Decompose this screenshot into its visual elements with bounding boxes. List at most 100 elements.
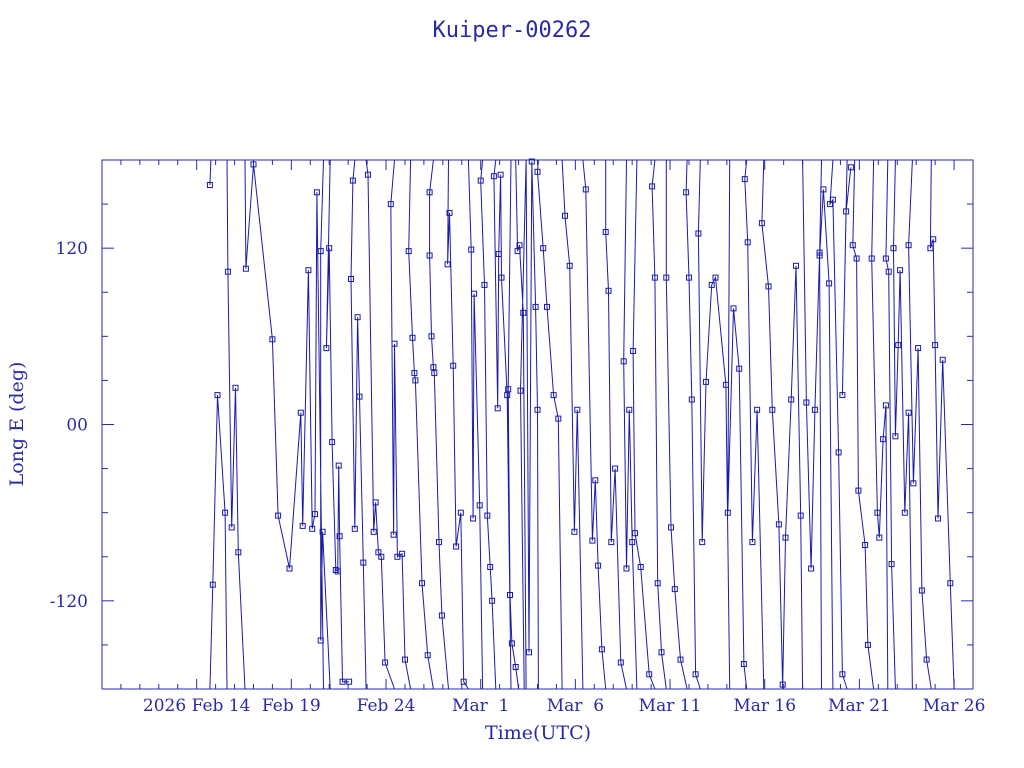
data-point — [409, 334, 416, 341]
data-point — [275, 512, 282, 519]
data-point — [629, 539, 636, 546]
data-point — [507, 592, 513, 598]
data-point — [811, 406, 818, 413]
data-point — [365, 171, 371, 178]
data-point — [494, 405, 501, 412]
data-point — [749, 539, 756, 546]
data-point — [654, 580, 661, 587]
data-point — [892, 433, 899, 440]
data-point — [323, 345, 330, 352]
data-point — [835, 449, 842, 456]
data-point — [419, 580, 425, 587]
data-point — [438, 612, 445, 619]
data-point — [450, 362, 457, 369]
data-point — [269, 336, 276, 343]
data-point — [453, 543, 460, 550]
data-point — [888, 561, 895, 568]
data-point — [712, 274, 719, 281]
data-point — [487, 564, 494, 570]
x-tick-label: Feb 19 — [262, 696, 321, 716]
data-point — [775, 521, 782, 528]
chart-title: Kuiper-00262 — [433, 18, 592, 43]
data-point — [744, 239, 751, 246]
data-point — [623, 565, 630, 572]
data-point — [683, 189, 690, 196]
data-point — [326, 245, 333, 252]
data-point — [428, 333, 435, 340]
data-point — [626, 406, 633, 413]
data-point — [927, 245, 934, 252]
data-point — [663, 274, 670, 281]
data-point — [336, 533, 343, 540]
data-point — [939, 356, 946, 363]
data-point — [829, 196, 836, 203]
data-point — [890, 245, 897, 252]
data-point — [346, 678, 353, 685]
data-point — [910, 480, 917, 487]
data-point — [490, 173, 497, 180]
data-point — [430, 364, 437, 371]
data-point — [391, 340, 398, 347]
data-point — [918, 587, 925, 594]
data-point — [686, 274, 692, 281]
data-point — [477, 177, 484, 184]
data-point — [431, 370, 438, 377]
data-point — [876, 534, 883, 541]
data-point — [402, 656, 408, 663]
data-point — [297, 409, 304, 416]
data-point — [885, 268, 892, 275]
series-points — [206, 158, 954, 688]
data-point — [332, 567, 339, 573]
data-point — [305, 267, 312, 274]
data-point — [658, 649, 665, 656]
x-axis-ticks — [101, 160, 974, 689]
data-point — [874, 509, 881, 516]
x-tick-label: Mar 6 — [547, 696, 604, 716]
data-point — [544, 303, 550, 310]
data-point — [498, 274, 505, 281]
data-point — [797, 512, 804, 519]
x-tick-label: Feb 24 — [357, 696, 416, 716]
x-tick-label: 2026 Feb 14 — [143, 696, 251, 716]
data-point — [534, 168, 541, 175]
data-point — [605, 287, 612, 294]
data-point — [436, 539, 442, 546]
data-point — [532, 303, 539, 310]
data-point — [617, 659, 624, 666]
data-point — [299, 522, 306, 529]
data-point — [372, 499, 379, 506]
x-tick-label: Mar 16 — [733, 696, 796, 716]
data-point — [612, 465, 619, 472]
data-point — [935, 515, 941, 522]
data-point — [329, 439, 336, 446]
data-point — [476, 502, 483, 509]
data-point — [571, 528, 578, 535]
data-point — [677, 656, 684, 663]
data-point — [741, 176, 748, 183]
data-point — [703, 378, 709, 385]
data-point — [930, 236, 937, 243]
data-point — [528, 158, 535, 165]
y-axis-label: Long E (deg) — [6, 362, 28, 487]
data-point — [758, 220, 765, 227]
data-point — [843, 208, 850, 215]
data-point — [399, 550, 406, 557]
data-point — [868, 255, 875, 262]
data-point — [468, 246, 475, 253]
data-point — [313, 189, 320, 196]
data-point — [471, 290, 478, 297]
data-point — [481, 281, 488, 288]
data-point — [495, 251, 502, 257]
data-point — [444, 261, 451, 268]
data-point — [803, 399, 810, 406]
data-point — [769, 406, 776, 413]
data-point — [534, 406, 541, 413]
data-point — [668, 524, 674, 531]
y-tick-label: 00 — [66, 416, 88, 436]
data-point — [620, 358, 627, 365]
data-point — [470, 515, 477, 522]
data-point — [897, 267, 904, 274]
data-point — [526, 649, 532, 656]
data-point — [426, 252, 433, 259]
